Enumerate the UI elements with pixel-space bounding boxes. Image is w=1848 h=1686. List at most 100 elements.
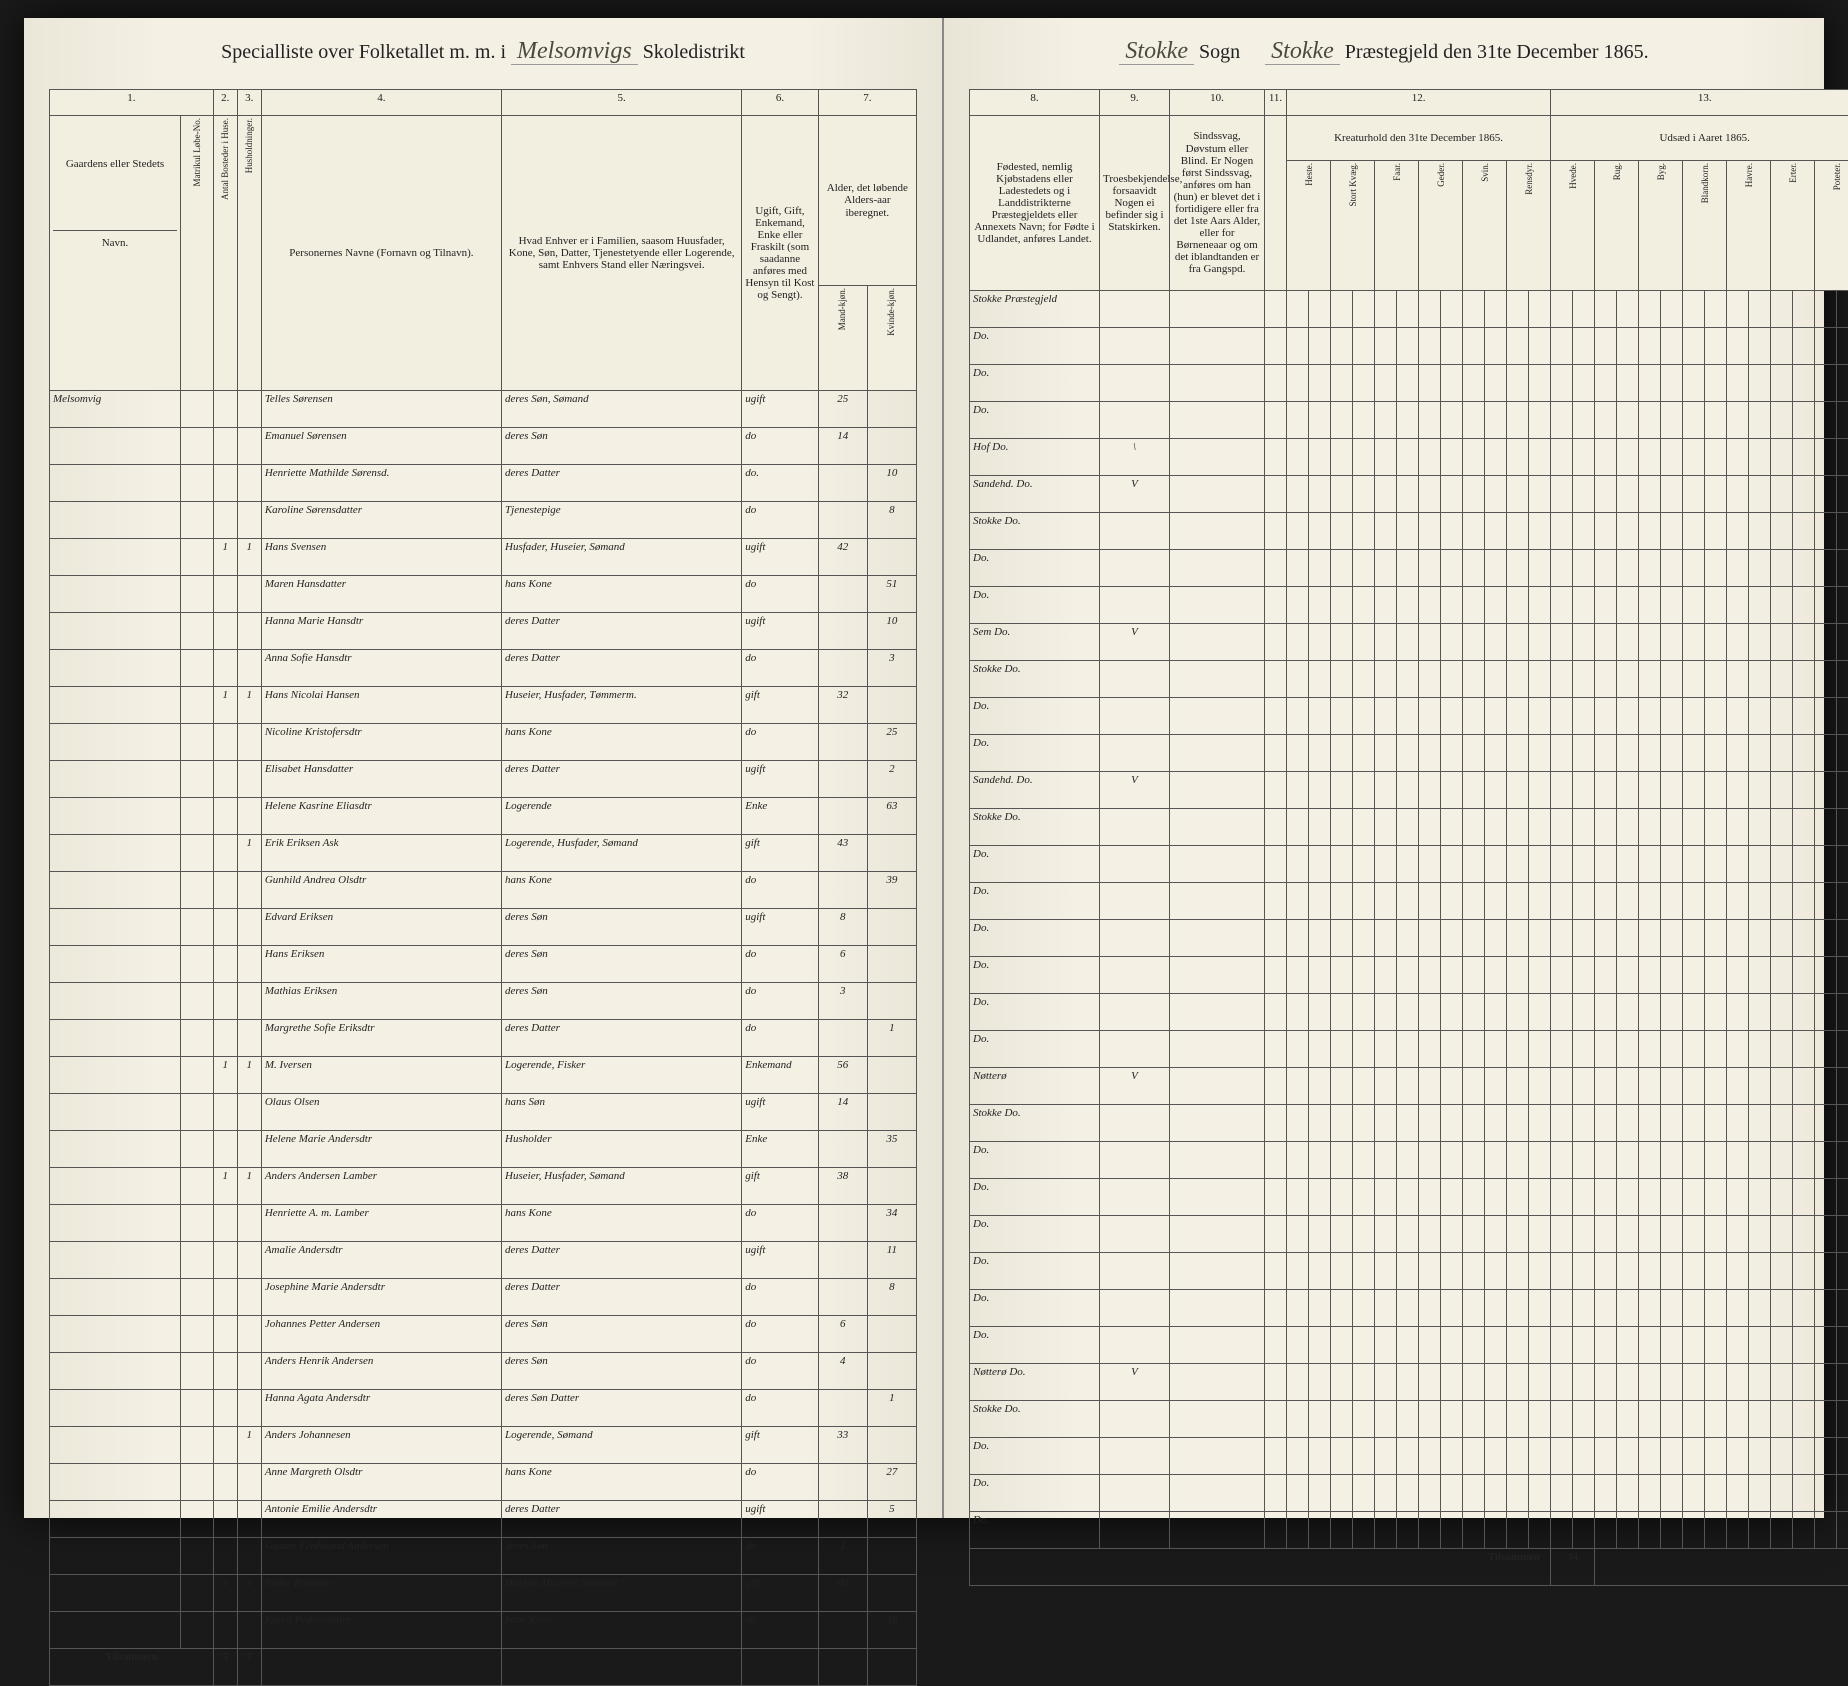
table-row: 1Anders JohannesenLogerende, Sømandgift3… <box>50 1427 917 1464</box>
footer-label: Tilsammen <box>50 1649 214 1686</box>
table-row: Do. <box>970 957 1848 994</box>
table-row: Do. <box>970 1142 1848 1179</box>
left-table: 1. 2. 3. 4. 5. 6. 7. Gaardens eller Sted… <box>49 89 917 1686</box>
table-row: Margrethe Sofie Eriksdtrderes Datterdo1 <box>50 1020 917 1057</box>
table-row: NøtterøV <box>970 1068 1848 1105</box>
table-row: Josephine Marie Andersdtrderes Datterdo8 <box>50 1279 917 1316</box>
col-1: 1. <box>50 90 214 116</box>
table-row: Henriette A. m. Lamberhans Konedo34 <box>50 1205 917 1242</box>
table-row: Stokke Præstegjeld <box>970 291 1848 328</box>
h3: Antal Bosteder i Huse. <box>220 118 230 200</box>
table-row: Helene Marie AndersdtrHusholderEnke35 <box>50 1131 917 1168</box>
col-5: 5. <box>502 90 742 116</box>
footer-sum-h: 5 <box>213 1649 237 1686</box>
col-12: 12. <box>1287 90 1551 116</box>
right-page: Stokke Sogn Stokke Præstegjeld den 31te … <box>944 18 1824 1518</box>
table-row: Do. <box>970 883 1848 920</box>
h4: Personernes Navne (Fornavn og Tilnavn). <box>261 116 501 391</box>
table-row: Hof Do.\ <box>970 439 1848 476</box>
table-row: Hanna Agata Andersdtrderes Søn Datterdo1 <box>50 1390 917 1427</box>
table-row: Do. <box>970 1179 1848 1216</box>
table-row: Stokke Do. <box>970 661 1848 698</box>
col-11: 11. <box>1265 90 1287 116</box>
table-row: Do. <box>970 402 1848 439</box>
col-3: 3. <box>237 90 261 116</box>
h7a: Mand-kjøn. <box>838 288 848 330</box>
table-row: Do. <box>970 846 1848 883</box>
table-row: Anders Henrik Andersenderes Søndo4 <box>50 1353 917 1390</box>
title-print-2: Skoledistrikt <box>643 41 745 63</box>
table-row: Gustav Ferdinand Andersenderes Søndo1 <box>50 1538 917 1575</box>
title-script-r1: Stokke <box>1119 38 1194 65</box>
table-row: 11M. IversenLogerende, FiskerEnkemand56 <box>50 1057 917 1094</box>
table-row: Nøtterø Do.V <box>970 1364 1848 1401</box>
table-row: Do. <box>970 1216 1848 1253</box>
footer-sum-p: 7 <box>237 1649 261 1686</box>
footer-sum-k: 34 <box>1551 1549 1595 1586</box>
table-row: Do. <box>970 587 1848 624</box>
table-row: Do. <box>970 1438 1848 1475</box>
table-row: Elisabet Hansdatterderes Datterugift2 <box>50 761 917 798</box>
table-row: Antonie Emilie Andersdtrderes Datterugif… <box>50 1501 917 1538</box>
title-print-r1: Sogn <box>1199 41 1240 63</box>
h7b: Kvinde-kjøn. <box>887 288 897 336</box>
col-2: 2. <box>213 90 237 116</box>
h13: Udsæd i Aaret 1865. <box>1551 116 1848 161</box>
table-row: Do. <box>970 735 1848 772</box>
table-row: Sandehd. Do.V <box>970 476 1848 513</box>
h12: Kreaturhold den 31te December 1865. <box>1287 116 1551 161</box>
table-row: MelsomvigTelles Sørensenderes Søn, Søman… <box>50 391 917 428</box>
table-row: Do. <box>970 994 1848 1031</box>
right-table: 8. 9. 10. 11. 12. 13. Fødested, nemlig K… <box>969 89 1848 1586</box>
h9: Troesbekjendelse, forsaavidt Nogen ei be… <box>1100 116 1170 291</box>
table-row: Do.hans Huse tilhører Jæder- Wasteson <box>970 920 1848 957</box>
title-print-1: Specialliste over Folketallet m. m. i <box>221 41 506 63</box>
h3b: Husholdninger. <box>244 118 254 173</box>
left-title: Specialliste over Folketallet m. m. i Me… <box>49 38 917 71</box>
table-row: 11Hans SvensenHusfader, Huseier, Sømandu… <box>50 539 917 576</box>
table-row: Amalie Andersdtrderes Datterugift11 <box>50 1242 917 1279</box>
table-row: Emanuel Sørensenderes Søndo14 <box>50 428 917 465</box>
h1: Gaardens eller Stedets Navn. <box>50 116 181 391</box>
table-row: Stokke Do. <box>970 809 1848 846</box>
table-row: Johannes Petter Andersenderes Søndo6 <box>50 1316 917 1353</box>
table-row: Do. <box>970 1290 1848 1327</box>
table-row: Henriette Mathilde Sørensd.deres Datterd… <box>50 465 917 502</box>
footer-label-r: Tilsammen <box>970 1549 1551 1586</box>
table-row: Sem Do.V <box>970 624 1848 661</box>
table-row: 11Anders Andersen LamberHuseier, Husfade… <box>50 1168 917 1205</box>
h8: Fødested, nemlig Kjøbstadens eller Lades… <box>970 116 1100 291</box>
table-row: Anna Sofie Hansdtrderes Datterdo3 <box>50 650 917 687</box>
h5: Hvad Enhver er i Familien, saasom Huusfa… <box>502 116 742 391</box>
col-4: 4. <box>261 90 501 116</box>
table-row: Gunhild Andrea Olsdtrhans Konedo39 <box>50 872 917 909</box>
table-row: Edvard Eriksenderes Sønugift8 <box>50 909 917 946</box>
table-row: 1Erik Eriksen AskLogerende, Husfader, Sø… <box>50 835 917 872</box>
title-script-1: Melsomvigs <box>511 38 638 65</box>
table-row: Do. <box>970 1512 1848 1549</box>
table-row: Stokke Do. <box>970 513 1848 550</box>
table-row: Hanna Marie Hansdtrderes Datterugift10 <box>50 613 917 650</box>
table-row: Do. <box>970 1253 1848 1290</box>
table-row: Mathias Eriksenderes Søndo3 <box>50 983 917 1020</box>
table-row: Maren Hansdatterhans Konedo51 <box>50 576 917 613</box>
col-7: 7. <box>818 90 916 116</box>
table-row: Stokke Do. <box>970 1105 1848 1142</box>
col-9: 9. <box>1100 90 1170 116</box>
title-print-r2: Præstegjeld den 31te December 1865. <box>1345 41 1649 63</box>
table-row: Karen Pedersdatterhans Konedo.49 <box>50 1612 917 1649</box>
left-page: Specialliste over Folketallet m. m. i Me… <box>24 18 944 1518</box>
h7: Alder, det løbende Alders-aar iberegnet. <box>818 116 916 286</box>
table-row: Do. <box>970 550 1848 587</box>
table-row: Helene Kasrine EliasdtrLogerendeEnke63 <box>50 798 917 835</box>
table-row: Stokke Do. <box>970 1401 1848 1438</box>
table-row: Anne Margreth Olsdtrhans Konedo27 <box>50 1464 917 1501</box>
table-row: Do. <box>970 1475 1848 1512</box>
h11 <box>1265 116 1287 291</box>
h10: Sindssvag, Døvstum eller Blind. Er Nogen… <box>1170 116 1265 291</box>
table-row: Karoline SørensdatterTjenestepigedo8 <box>50 502 917 539</box>
title-script-r2: Stokke <box>1265 38 1340 65</box>
ledger-spread: Specialliste over Folketallet m. m. i Me… <box>24 18 1824 1518</box>
table-row: 11Hans Nicolai HansenHuseier, Husfader, … <box>50 687 917 724</box>
col-6: 6. <box>742 90 818 116</box>
